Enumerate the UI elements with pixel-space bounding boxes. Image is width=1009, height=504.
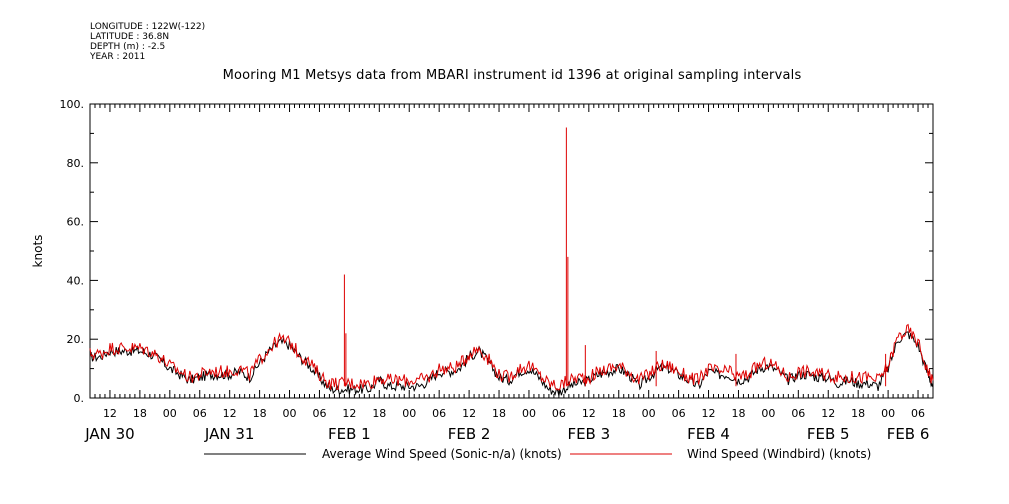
plot-frame	[89, 103, 934, 399]
year-label: YEAR : 2011	[90, 52, 146, 62]
hour-tick-label: 18	[372, 407, 386, 420]
hour-tick-label: 18	[133, 407, 147, 420]
y-tick-label: 100.	[60, 98, 85, 111]
windbird-wind-speed-line	[89, 323, 934, 391]
hour-tick-label: 06	[911, 407, 925, 420]
y-tick-label: 0.	[74, 392, 85, 405]
hour-tick-label: 06	[312, 407, 326, 420]
hour-tick-label: 18	[492, 407, 506, 420]
hour-tick-label: 00	[761, 407, 775, 420]
hour-tick-label: 18	[731, 407, 745, 420]
day-label: FEB 5	[807, 425, 850, 443]
y-tick-label: 80.	[67, 157, 85, 170]
hour-tick-label: 12	[582, 407, 596, 420]
hour-tick-label: 06	[552, 407, 566, 420]
hour-tick-label: 12	[103, 407, 117, 420]
hour-tick-label: 12	[342, 407, 356, 420]
day-label: JAN 31	[204, 425, 255, 443]
hour-tick-label: 12	[462, 407, 476, 420]
chart-title: Mooring M1 Metsys data from MBARI instru…	[222, 68, 802, 83]
day-label: FEB 2	[448, 425, 491, 443]
legend-label-average: Average Wind Speed (Sonic-n/a) (knots)	[322, 447, 562, 461]
y-tick-label: 40.	[67, 274, 85, 287]
legend-label-windbird: Wind Speed (Windbird) (knots)	[687, 447, 871, 461]
axis-labels: 0. 20. 40. 60. 80. 100. knots 12 18 00 06 12 18 00 06 1…	[31, 98, 929, 443]
hour-tick-label: 00	[642, 407, 656, 420]
hour-tick-label: 18	[253, 407, 267, 420]
hour-tick-label: 00	[881, 407, 895, 420]
hour-tick-label: 18	[612, 407, 626, 420]
y-axis-label: knots	[31, 235, 45, 268]
hour-tick-label: 12	[821, 407, 835, 420]
longitude-label: LONGITUDE : 122W(-122)	[90, 22, 206, 32]
average-wind-speed-line	[89, 331, 933, 396]
latitude-label: LATITUDE : 36.8N	[90, 32, 170, 42]
day-label: FEB 1	[328, 425, 371, 443]
hour-tick-label: 06	[791, 407, 805, 420]
day-label: FEB 6	[887, 425, 930, 443]
hour-tick-label: 06	[432, 407, 446, 420]
hour-tick-label: 00	[283, 407, 297, 420]
y-tick-label: 60.	[67, 216, 85, 229]
day-label: FEB 3	[567, 425, 610, 443]
hour-tick-label: 06	[672, 407, 686, 420]
hour-tick-label: 06	[193, 407, 207, 420]
day-label: JAN 30	[84, 425, 135, 443]
hour-tick-label: 12	[223, 407, 237, 420]
hour-tick-label: 00	[163, 407, 177, 420]
hour-tick-label: 18	[851, 407, 865, 420]
legend: Average Wind Speed (Sonic-n/a) (knots) Wi…	[204, 447, 871, 461]
plot-axes	[89, 103, 934, 399]
depth-label: DEPTH (m) : -2.5	[90, 42, 166, 52]
series-layer	[89, 127, 934, 396]
hour-tick-label: 00	[522, 407, 536, 420]
y-tick-label: 20.	[67, 333, 85, 346]
hour-tick-label: 12	[702, 407, 716, 420]
hour-tick-label: 00	[402, 407, 416, 420]
day-label: FEB 4	[687, 425, 730, 443]
